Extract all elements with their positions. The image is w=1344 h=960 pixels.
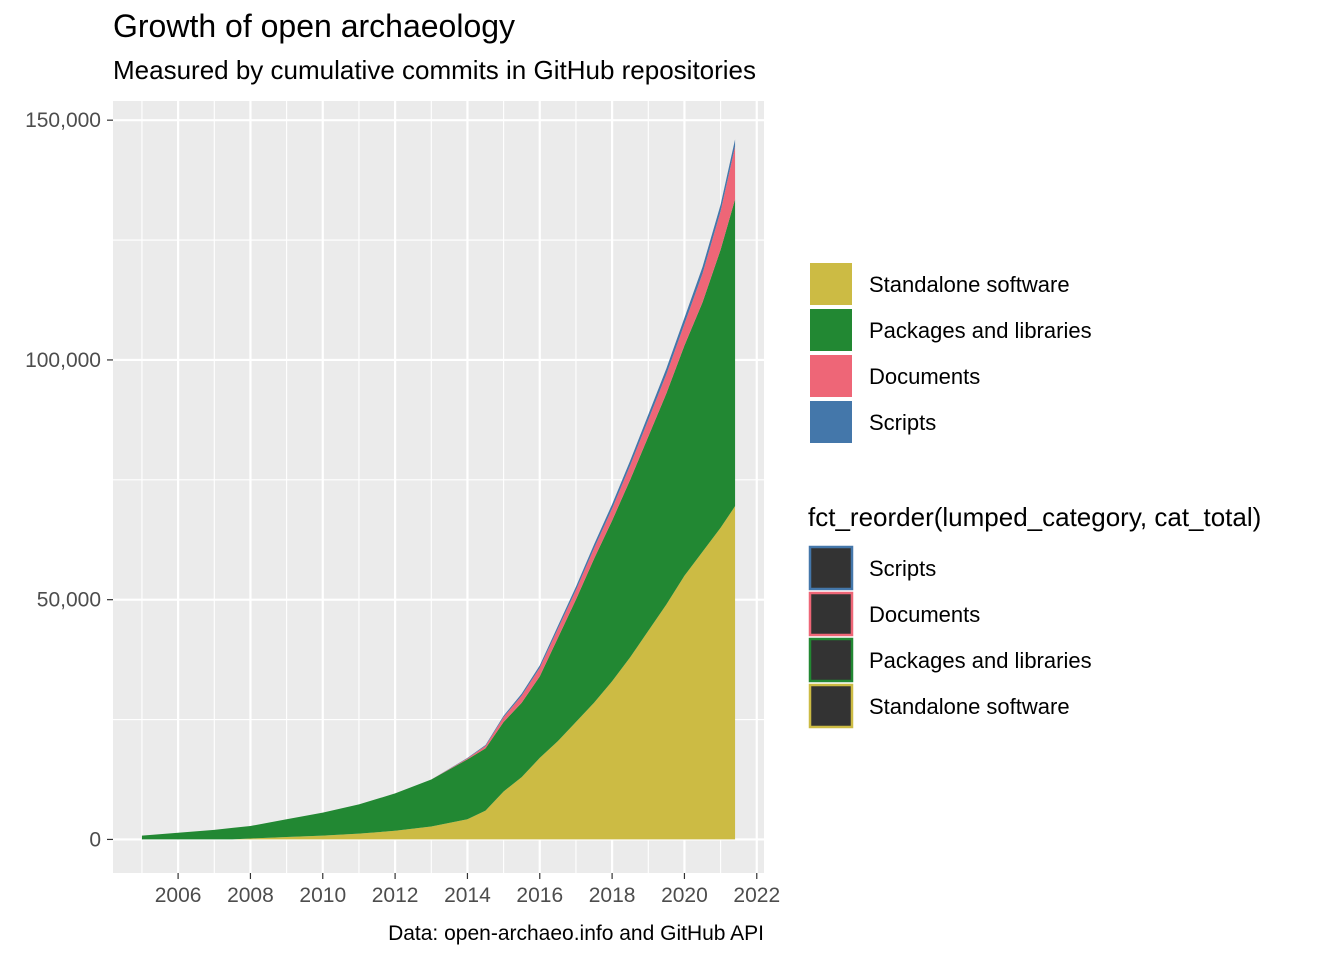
- legends: Standalone software Packages and librarie…: [808, 263, 1261, 729]
- y-tick-label: 50,000: [37, 589, 101, 612]
- legend-title: fct_reorder(lumped_category, cat_total): [808, 502, 1261, 532]
- x-axis: 2006 2008 2010 2012 2014 2016 2018 2020 2022: [155, 873, 780, 907]
- y-tick-label: 150,000: [25, 109, 101, 132]
- x-tick-label: 2018: [589, 884, 636, 907]
- legend-label: Scripts: [869, 410, 936, 435]
- chart-caption: Data: open-archaeo.info and GitHub API: [388, 922, 764, 945]
- legend-key: [810, 309, 852, 351]
- legend-key: [808, 591, 854, 637]
- area-packages-and-libraries: [141, 199, 736, 840]
- legend-key: [810, 401, 852, 443]
- legend-label: Standalone software: [869, 694, 1070, 719]
- y-tick-label: 0: [89, 828, 101, 851]
- y-axis: 0 50,000 100,000 150,000: [25, 109, 113, 851]
- x-tick-label: 2012: [372, 884, 419, 907]
- y-tick-label: 100,000: [25, 349, 101, 372]
- legend-label: Documents: [869, 602, 980, 627]
- chart-subtitle: Measured by cumulative commits in GitHub…: [113, 55, 756, 85]
- legend-label: Packages and libraries: [869, 648, 1092, 673]
- legend-key: [808, 683, 854, 729]
- x-tick-label: 2020: [661, 884, 708, 907]
- legend-label: Scripts: [869, 556, 936, 581]
- legend-key: [810, 263, 852, 305]
- area-standalone-software: [141, 506, 736, 840]
- legend-label: Documents: [869, 364, 980, 389]
- x-tick-label: 2006: [155, 884, 202, 907]
- x-tick-label: 2022: [733, 884, 780, 907]
- legend-key: [810, 355, 852, 397]
- legend-key: [808, 545, 854, 591]
- legend-2: fct_reorder(lumped_category, cat_total) S…: [808, 502, 1261, 729]
- legend-label: Standalone software: [869, 272, 1070, 297]
- chart-title: Growth of open archaeology: [113, 8, 515, 44]
- x-tick-label: 2010: [299, 884, 346, 907]
- stacked-areas: [141, 139, 736, 840]
- x-tick-label: 2016: [516, 884, 563, 907]
- legend-label: Packages and libraries: [869, 318, 1092, 343]
- legend-1: Standalone software Packages and librarie…: [810, 263, 1092, 443]
- legend-key: [808, 637, 854, 683]
- x-tick-label: 2008: [227, 884, 274, 907]
- x-tick-label: 2014: [444, 884, 491, 907]
